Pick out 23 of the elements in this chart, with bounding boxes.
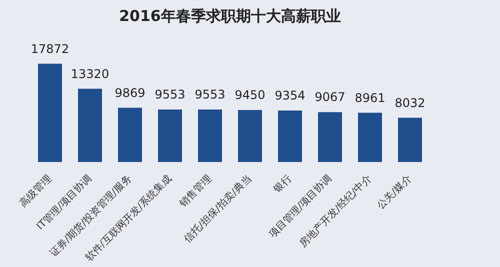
data-label: 9869 <box>114 86 146 100</box>
bar <box>238 110 262 162</box>
x-tick-label: 公关/媒介 <box>374 172 414 212</box>
data-label: 8961 <box>354 90 386 105</box>
data-label: 17872 <box>30 42 70 56</box>
bar <box>158 109 182 162</box>
x-tick-label: 银行 <box>271 173 294 196</box>
bar <box>398 118 422 162</box>
data-label: 8032 <box>394 96 426 110</box>
data-label: 9553 <box>154 88 186 102</box>
chart-title: 2016年春季求职期十大高薪职业 <box>119 6 341 25</box>
bar <box>38 64 62 162</box>
data-label: 9354 <box>274 88 306 103</box>
bar <box>318 112 342 162</box>
data-label: 9450 <box>234 88 266 102</box>
bar <box>358 112 382 162</box>
data-label: 13320 <box>70 66 110 81</box>
data-label: 9553 <box>194 88 226 102</box>
bar <box>198 109 222 162</box>
bar <box>278 110 302 162</box>
bar <box>78 88 102 162</box>
bar <box>118 108 142 162</box>
data-label: 9067 <box>314 90 346 104</box>
